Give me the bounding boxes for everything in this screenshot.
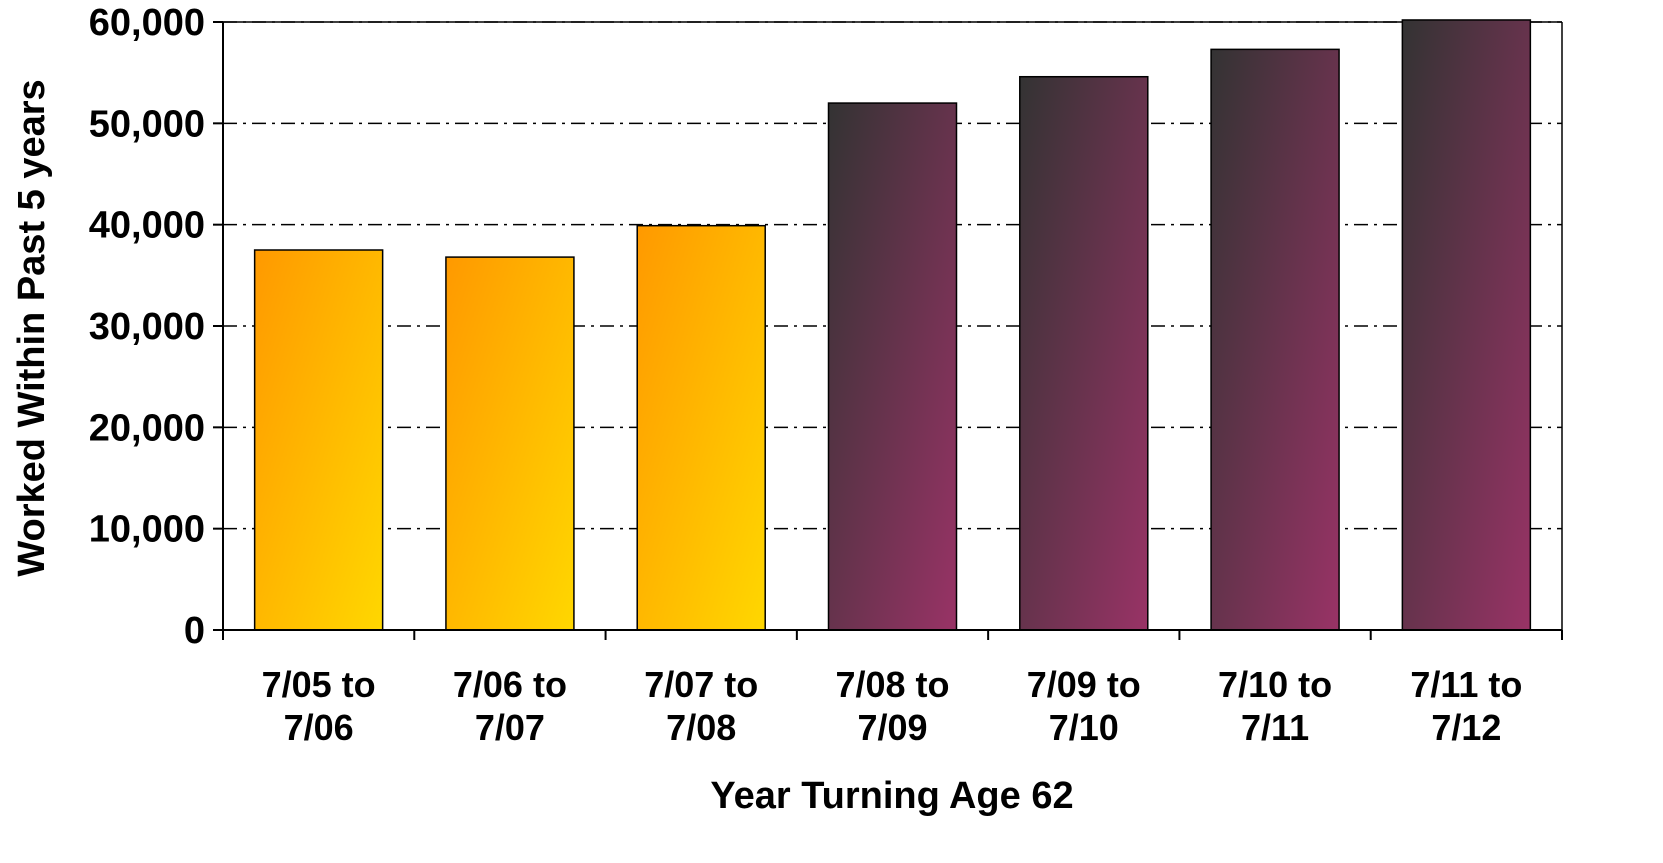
x-tick-label-line: 7/08: [666, 707, 736, 748]
x-tick-label-line: 7/11: [1241, 707, 1309, 748]
x-tick-label: 7/08 to 7/09: [835, 664, 949, 748]
x-tick-label-line: 7/06: [284, 707, 354, 748]
x-tick-label: 7/05 to 7/06: [262, 664, 376, 748]
x-axis: 7/05 to 7/06 7/06 to 7/07 7/07 to 7/08 7/08 to…: [222, 629, 1563, 748]
x-tick-label-line: 7/12: [1431, 707, 1501, 748]
x-tick-label-line: 7/09: [857, 707, 927, 748]
bar: [1210, 48, 1340, 631]
x-tick-label-line: 7/07: [475, 707, 545, 748]
x-tick-label-line: 7/06 to: [453, 664, 567, 705]
x-tick-label: 7/06 to 7/07: [453, 664, 567, 748]
x-tick-label-line: 7/10 to: [1218, 664, 1332, 705]
y-axis: 0 10,000 20,000 30,000 40,000 50,000 60,000: [89, 2, 224, 652]
bar: [827, 102, 958, 631]
bar: [253, 249, 384, 631]
x-tick-label-line: 7/08 to: [835, 664, 949, 705]
y-tick-label: 50,000: [89, 103, 205, 145]
bars: [253, 19, 1532, 631]
x-tick-label: 7/11 to 7/12: [1410, 664, 1522, 748]
x-tick-label: 7/07 to 7/08: [644, 664, 758, 748]
x-tick-label-line: 7/07 to: [644, 664, 758, 705]
x-tick-label-line: 7/05 to: [262, 664, 376, 705]
bar: [1019, 75, 1149, 631]
x-tick-label: 7/09 to 7/10: [1027, 664, 1141, 748]
x-tick-label-line: 7/10: [1049, 707, 1119, 748]
x-tick-label-line: 7/11 to: [1410, 664, 1522, 705]
x-tick-label: 7/10 to 7/11: [1218, 664, 1332, 748]
y-tick-label: 20,000: [89, 407, 205, 449]
y-tick-label: 30,000: [89, 306, 205, 348]
y-tick-label: 60,000: [89, 2, 205, 44]
x-tick-label-line: 7/09 to: [1027, 664, 1141, 705]
bar: [636, 224, 766, 631]
bar: [1401, 19, 1532, 631]
y-tick-label: 10,000: [89, 509, 205, 551]
y-tick-label: 40,000: [89, 205, 205, 247]
y-tick-label: 0: [184, 610, 205, 652]
bar: [445, 256, 575, 631]
plot-frame: [223, 21, 1563, 630]
y-axis-title: Worked Within Past 5 years: [11, 79, 53, 576]
x-axis-title: Year Turning Age 62: [710, 775, 1073, 817]
